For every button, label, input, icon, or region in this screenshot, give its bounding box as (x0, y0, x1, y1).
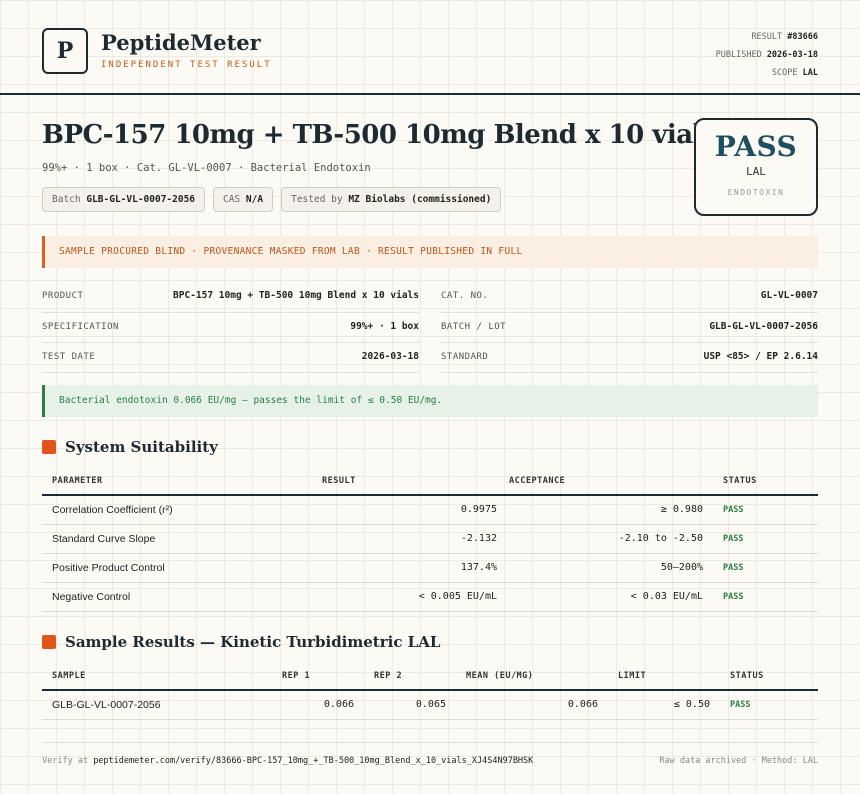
section-marker-icon (42, 635, 56, 649)
rep1-cell: 0.066 (272, 690, 364, 720)
table-row: GLB-GL-VL-0007-2056 0.066 0.065 0.066 ≤ … (42, 690, 818, 720)
section-marker-icon (42, 440, 56, 454)
meta-published: PUBLISHED 2026-03-18 (715, 50, 818, 60)
info-standard-value: USP <85> / EP 2.6.14 (703, 351, 818, 362)
table-header-row: SAMPLE REP 1 REP 2 MEAN (EU/MG) LIMIT ST… (42, 662, 818, 691)
sample-results-section-title: Sample Results — Kinetic Turbidimetric L… (42, 633, 440, 651)
info-product-value: BPC-157 10mg + TB-500 10mg Blend x 10 vi… (173, 290, 419, 301)
cas-chip: CAS N/A (213, 187, 274, 212)
meta-result: RESULT #83666 (751, 32, 818, 42)
column-header: REP 1 (272, 662, 364, 691)
parameter-cell: Standard Curve Slope (42, 524, 312, 554)
verdict-badge: PASS LAL ENDOTOXIN (694, 118, 818, 216)
column-header: SAMPLE (42, 662, 272, 691)
info-spec-value: 99%+ · 1 box (350, 321, 419, 332)
column-header: RESULT (312, 467, 507, 496)
info-divider (42, 312, 419, 313)
info-product-label: PRODUCT (42, 291, 84, 301)
table-row: Positive Product Control 137.4% 50–200% … (42, 553, 818, 583)
info-divider (42, 342, 419, 343)
footer-divider (42, 742, 818, 743)
result-summary-note: Bacterial endotoxin 0.066 EU/mg — passes… (42, 385, 818, 417)
status-badge: PASS (713, 524, 818, 554)
status-badge: PASS (713, 495, 818, 525)
suitability-section-title: System Suitability (42, 438, 218, 456)
blind-sample-banner: SAMPLE PROCURED BLIND · PROVENANCE MASKE… (42, 236, 818, 268)
result-cell: 0.9975 (312, 495, 507, 525)
sample-results-table: SAMPLE REP 1 REP 2 MEAN (EU/MG) LIMIT ST… (42, 662, 818, 720)
status-badge: PASS (713, 553, 818, 583)
tested-by-chip: Tested by MZ Biolabs (commissioned) (281, 187, 502, 212)
status-badge: PASS (720, 690, 818, 720)
verdict-result: PASS (714, 130, 798, 163)
result-cell: -2.132 (312, 524, 507, 554)
column-header: LIMIT (608, 662, 720, 691)
info-divider (441, 342, 818, 343)
column-header: REP 2 (364, 662, 456, 691)
brand-name: PeptideMeter (101, 30, 261, 55)
info-standard-label: STANDARD (441, 352, 489, 362)
result-cell: 137.4% (312, 553, 507, 583)
status-badge: PASS (713, 582, 818, 612)
info-divider (42, 372, 419, 373)
verify-label: Verify at (42, 756, 89, 766)
brand-tagline: INDEPENDENT TEST RESULT (101, 60, 272, 70)
info-divider (441, 372, 818, 373)
table-row: Correlation Coefficient (r²) 0.9975 ≥ 0.… (42, 495, 818, 525)
product-title: BPC-157 10mg + TB-500 10mg Blend x 10 vi… (42, 120, 717, 150)
limit-cell: ≤ 0.50 (608, 690, 720, 720)
parameter-cell: Correlation Coefficient (r²) (42, 495, 312, 525)
column-header: PARAMETER (42, 467, 312, 496)
verdict-method: LAL (746, 165, 766, 178)
verify-link[interactable]: peptidemeter.com/verify/83666-BPC-157_10… (93, 756, 534, 766)
rep2-cell: 0.065 (364, 690, 456, 720)
info-date-label: TEST DATE (42, 352, 96, 362)
product-chips: Batch GLB-GL-VL-0007-2056 CAS N/A Tested… (42, 187, 502, 212)
meta-scope: SCOPE LAL (771, 68, 818, 78)
suitability-table: PARAMETER RESULT ACCEPTANCE STATUS Corre… (42, 467, 818, 612)
footer-method-note: Raw data archived · Method: LAL (659, 756, 818, 766)
mean-cell: 0.066 (456, 690, 608, 720)
info-divider (441, 312, 818, 313)
acceptance-cell: 50–200% (507, 553, 713, 583)
acceptance-cell: < 0.03 EU/mL (507, 582, 713, 612)
product-subtitle: 99%+ · 1 box · Cat. GL-VL-0007 · Bacteri… (42, 162, 371, 174)
column-header: STATUS (720, 662, 818, 691)
info-batch-label: BATCH / LOT (441, 322, 507, 332)
info-cat-value: GL-VL-0007 (760, 290, 818, 301)
acceptance-cell: ≥ 0.980 (507, 495, 713, 525)
column-header: MEAN (EU/MG) (456, 662, 608, 691)
info-spec-label: SPECIFICATION (42, 322, 119, 332)
result-meta: RESULT #83666 PUBLISHED 2026-03-18 SCOPE… (716, 28, 818, 82)
acceptance-cell: -2.10 to -2.50 (507, 524, 713, 554)
logo-mark: P (42, 28, 88, 74)
verdict-scope: ENDOTOXIN (727, 188, 785, 197)
table-header-row: PARAMETER RESULT ACCEPTANCE STATUS (42, 467, 818, 496)
batch-chip: Batch GLB-GL-VL-0007-2056 (42, 187, 206, 212)
result-cell: < 0.005 EU/mL (312, 582, 507, 612)
verify-footer: Verify at peptidemeter.com/verify/83666-… (42, 756, 533, 766)
table-row: Standard Curve Slope -2.132 -2.10 to -2.… (42, 524, 818, 554)
info-date-value: 2026-03-18 (361, 351, 419, 362)
column-header: ACCEPTANCE (507, 467, 713, 496)
table-row: Negative Control < 0.005 EU/mL < 0.03 EU… (42, 582, 818, 612)
column-header: STATUS (713, 467, 818, 496)
info-cat-label: CAT. NO. (441, 291, 489, 301)
parameter-cell: Negative Control (42, 582, 312, 612)
parameter-cell: Positive Product Control (42, 553, 312, 583)
info-batch-value: GLB-GL-VL-0007-2056 (709, 321, 818, 332)
sample-cell: GLB-GL-VL-0007-2056 (42, 690, 272, 720)
header-divider (0, 93, 860, 95)
